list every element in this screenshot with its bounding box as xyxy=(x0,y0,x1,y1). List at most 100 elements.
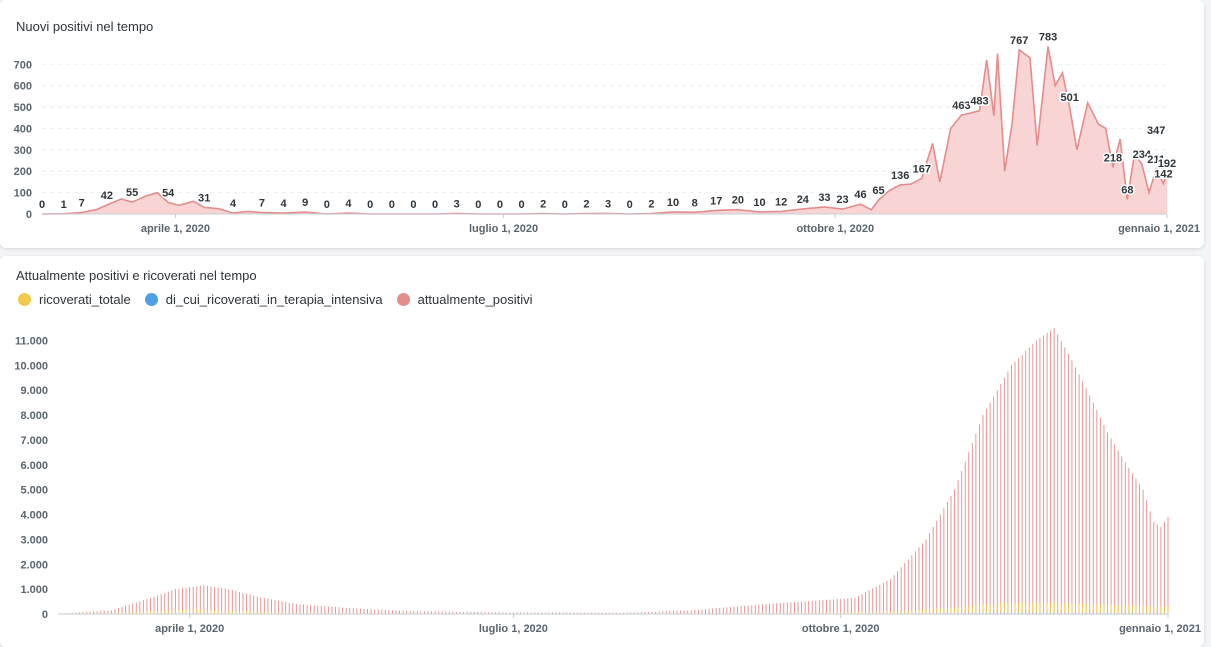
bar-attualmente-positivi xyxy=(690,610,692,614)
bar-ricoverati-totale xyxy=(1131,605,1133,614)
bar-attualmente-positivi xyxy=(897,571,899,614)
bar-ricoverati-totale xyxy=(801,612,803,614)
data-label: 0 xyxy=(432,199,438,211)
active-positives-chart[interactable]: 0 1.000 2.000 3.000 4.000 5.000 6.000 7.000 8.00… xyxy=(0,256,1204,647)
bar-ricoverati-totale xyxy=(228,610,230,614)
bar-attualmente-positivi xyxy=(228,589,230,614)
bar-terapia-intensiva xyxy=(1071,612,1073,614)
data-label: 4 xyxy=(345,198,352,210)
data-label: 2 xyxy=(648,199,654,211)
bar-attualmente-positivi xyxy=(669,611,671,614)
legend-item-terapia-intensiva[interactable]: di_cui_ricoverati_in_terapia_intensiva xyxy=(144,292,383,307)
bar-attualmente-positivi xyxy=(694,609,696,614)
bar-attualmente-positivi xyxy=(281,601,283,614)
legend-item-attualmente-positivi[interactable]: attualmente_positivi xyxy=(396,292,533,307)
bar-attualmente-positivi xyxy=(342,607,344,614)
bar-attualmente-positivi xyxy=(356,608,358,614)
bar-attualmente-positivi xyxy=(818,600,820,614)
bar-attualmente-positivi xyxy=(395,610,397,614)
bar-attualmente-positivi xyxy=(576,612,578,614)
bar-attualmente-positivi xyxy=(893,575,895,614)
bar-attualmente-positivi xyxy=(271,599,272,614)
bar-ricoverati-totale xyxy=(918,609,920,614)
bar-attualmente-positivi xyxy=(1096,410,1098,614)
bar-terapia-intensiva xyxy=(1032,612,1034,614)
bar-attualmente-positivi xyxy=(1153,521,1155,614)
bar-attualmente-positivi xyxy=(996,390,998,614)
bar-attualmente-positivi xyxy=(1007,371,1009,614)
bar-ricoverati-totale xyxy=(274,612,276,614)
legend-item-ricoverati-totale[interactable]: ricoverati_totale xyxy=(18,292,131,307)
y-tick-label: 700 xyxy=(14,59,32,71)
bar-ricoverati-totale xyxy=(886,611,888,614)
bar-ricoverati-totale xyxy=(982,604,984,614)
bar-ricoverati-totale xyxy=(879,611,881,614)
bar-ricoverati-totale xyxy=(139,611,141,614)
bar-ricoverati-totale xyxy=(217,610,219,614)
bar-attualmente-positivi xyxy=(964,461,966,614)
bar-attualmente-positivi xyxy=(157,595,159,614)
bar-attualmente-positivi xyxy=(566,612,568,614)
bar-attualmente-positivi xyxy=(954,489,955,614)
bar-attualmente-positivi xyxy=(1142,489,1144,614)
bar-attualmente-positivi xyxy=(769,603,770,614)
bar-ricoverati-totale xyxy=(1089,603,1091,614)
bar-attualmente-positivi xyxy=(93,611,95,614)
bar-ricoverati-totale xyxy=(1085,603,1087,614)
bar-ricoverati-totale xyxy=(893,611,895,614)
y-tick-label: 11.000 xyxy=(15,335,48,347)
bar-attualmente-positivi xyxy=(548,612,550,614)
y-tick-label: 100 xyxy=(14,188,32,200)
bar-attualmente-positivi xyxy=(833,599,835,614)
bar-ricoverati-totale xyxy=(135,611,137,614)
bar-ricoverati-totale xyxy=(996,603,998,614)
bar-attualmente-positivi xyxy=(310,605,312,614)
bar-ricoverati-totale xyxy=(978,604,980,614)
bar-attualmente-positivi xyxy=(1053,328,1055,614)
bar-attualmente-positivi xyxy=(267,598,269,614)
bar-ricoverati-totale xyxy=(189,609,191,614)
bar-attualmente-positivi xyxy=(804,601,806,614)
bar-attualmente-positivi xyxy=(776,603,778,614)
bar-ricoverati-totale xyxy=(1043,602,1044,614)
bar-attualmente-positivi xyxy=(1003,377,1005,614)
chart-title: Attualmente positivi e ricoverati nel te… xyxy=(16,268,257,283)
bar-terapia-intensiva xyxy=(1082,612,1084,614)
bar-attualmente-positivi xyxy=(420,611,422,614)
bar-attualmente-positivi xyxy=(765,604,767,614)
bar-attualmente-positivi xyxy=(584,612,585,614)
bar-attualmente-positivi xyxy=(473,611,475,614)
bar-attualmente-positivi xyxy=(178,588,180,614)
data-label: 0 xyxy=(497,199,503,211)
bar-attualmente-positivi xyxy=(747,605,749,614)
bar-ricoverati-totale xyxy=(1146,605,1148,614)
bar-terapia-intensiva xyxy=(1050,612,1052,614)
bar-ricoverati-totale xyxy=(285,612,287,614)
data-label: 3 xyxy=(605,198,611,210)
bar-ricoverati-totale xyxy=(907,610,909,614)
bar-attualmente-positivi xyxy=(683,610,685,614)
bar-attualmente-positivi xyxy=(1156,524,1158,614)
bar-terapia-intensiva xyxy=(1099,612,1101,614)
bar-ricoverati-totale xyxy=(1018,602,1020,614)
bar-ricoverati-totale xyxy=(1075,603,1076,614)
bar-ricoverati-totale xyxy=(1167,606,1169,614)
bar-ricoverati-totale xyxy=(1124,605,1126,614)
bar-attualmente-positivi xyxy=(438,611,440,614)
bar-attualmente-positivi xyxy=(993,396,995,614)
bar-attualmente-positivi xyxy=(534,612,536,614)
bar-attualmente-positivi xyxy=(619,612,621,614)
data-label: 2 xyxy=(583,199,589,211)
y-tick-label: 4.000 xyxy=(20,510,48,522)
bar-ricoverati-totale xyxy=(96,612,98,614)
bar-ricoverati-totale xyxy=(142,611,144,614)
bar-attualmente-positivi xyxy=(911,555,913,614)
bar-attualmente-positivi xyxy=(224,588,226,614)
data-label: 3 xyxy=(454,198,460,210)
bar-ricoverati-totale xyxy=(900,610,902,614)
bar-ricoverati-totale xyxy=(167,610,169,614)
bar-attualmente-positivi xyxy=(1124,462,1126,614)
bar-ricoverati-totale xyxy=(267,612,269,614)
bar-attualmente-positivi xyxy=(1114,444,1116,614)
